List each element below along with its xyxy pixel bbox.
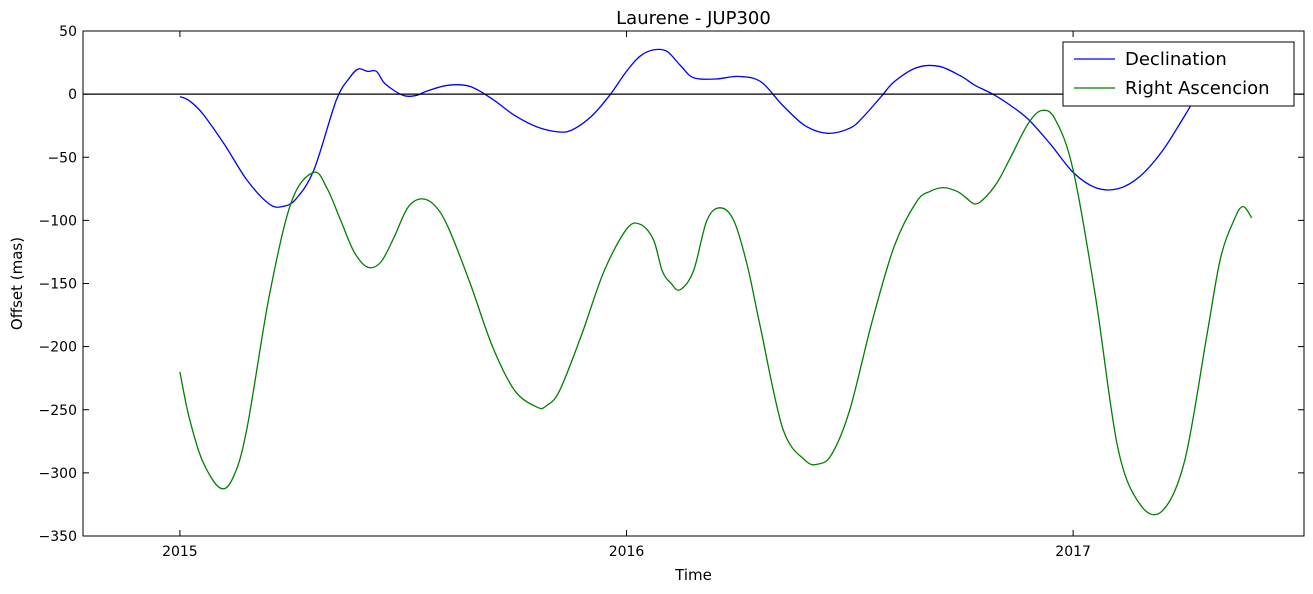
series-line-right-ascencion — [179, 109, 1253, 516]
axis-ticks: 50 0 −50 −100 −150 −200 −250 −300 −350 2015 2016 20… — [39, 24, 1304, 560]
legend-label-declination: Declination — [1125, 49, 1227, 70]
x-tick-label: 2017 — [1055, 544, 1091, 560]
x-tick-label: 2015 — [162, 544, 198, 560]
y-tick-label: −150 — [39, 277, 77, 293]
y-tick-label: −100 — [39, 213, 77, 229]
y-tick-label: −350 — [39, 529, 77, 545]
legend-box — [1062, 41, 1295, 107]
plot-frame — [82, 30, 1305, 537]
y-tick-label: 0 — [68, 87, 77, 103]
series-line-declination — [179, 48, 1252, 208]
legend: Declination Right Ascencion — [1062, 41, 1295, 107]
y-axis-title: Offset (mas) — [8, 237, 26, 330]
y-tick-label: 50 — [59, 24, 77, 40]
y-tick-label: −250 — [39, 403, 77, 419]
x-axis-title: Time — [674, 566, 712, 584]
legend-label-right-ascencion: Right Ascencion — [1125, 78, 1270, 99]
y-tick-label: −300 — [39, 466, 77, 482]
y-tick-label: −50 — [47, 150, 77, 166]
plot-lines — [179, 48, 1253, 516]
x-tick-label: 2016 — [609, 544, 645, 560]
y-tick-label: −200 — [39, 340, 77, 356]
chart-title: Laurene - JUP300 — [616, 8, 771, 29]
